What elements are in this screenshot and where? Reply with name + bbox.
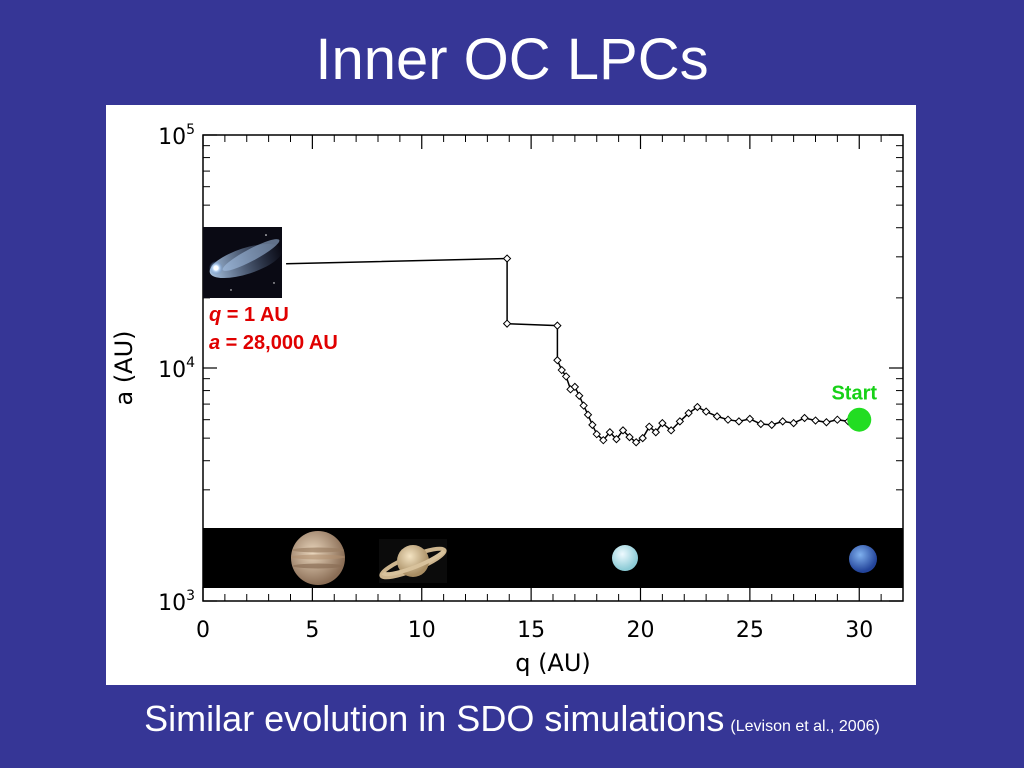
data-point	[612, 434, 621, 444]
data-point	[666, 426, 676, 435]
data-point	[822, 418, 831, 427]
data-point	[618, 426, 628, 435]
start-marker	[847, 407, 872, 432]
chart: 0 5 10 15 20 25 30 103 104 105	[110, 122, 904, 677]
series-line	[286, 257, 860, 444]
data-point	[658, 418, 667, 428]
axis-ticks: 0 5 10 15 20 25 30 103 104 105	[158, 122, 903, 643]
data-point	[631, 438, 641, 447]
data-point	[651, 428, 661, 437]
data-point	[502, 254, 512, 263]
y-tick-label: 104	[158, 355, 195, 383]
data-point	[693, 402, 702, 412]
data-point	[561, 372, 571, 381]
q-annotation: q = 1 AU	[209, 304, 289, 326]
data-point	[734, 417, 744, 426]
slide-title: Inner OC LPCs	[315, 27, 709, 92]
comet-image	[203, 227, 283, 298]
y-tick-label: 103	[158, 588, 195, 616]
x-tick-label: 5	[305, 618, 319, 643]
data-point	[557, 365, 566, 375]
data-point	[605, 428, 615, 437]
data-point	[811, 416, 820, 425]
data-point	[583, 410, 593, 419]
y-axis-label: a (AU)	[110, 330, 138, 405]
data-point	[778, 417, 787, 426]
a-annotation: a = 28,000 AU	[209, 332, 338, 354]
data-point	[701, 407, 711, 416]
data-point	[553, 321, 562, 330]
footer-citation: (Levison et al., 2006)	[730, 718, 880, 735]
planet-strip	[203, 528, 903, 588]
data-point	[645, 422, 654, 431]
y-tick-label: 105	[158, 122, 195, 150]
data-point	[579, 401, 588, 410]
footer-main-text: Similar evolution in SDO simulations	[144, 698, 725, 739]
data-point	[588, 420, 597, 430]
x-tick-label: 30	[845, 618, 873, 643]
x-tick-label: 0	[196, 618, 210, 643]
saturn-image	[379, 539, 447, 583]
data-point	[745, 414, 755, 424]
data-point	[553, 356, 562, 365]
start-label: Start	[831, 383, 877, 405]
data-point	[789, 418, 798, 428]
x-tick-label: 25	[736, 618, 764, 643]
data-point	[625, 432, 634, 442]
data-point	[502, 319, 512, 328]
x-axis-label: q (AU)	[515, 649, 591, 677]
data-point	[575, 391, 584, 400]
data-point	[638, 433, 647, 443]
data-point	[767, 420, 776, 430]
data-point	[756, 419, 766, 429]
data-point	[712, 412, 722, 421]
data-point	[570, 382, 580, 392]
data-point	[684, 408, 693, 418]
data-point	[833, 415, 842, 424]
data-point	[592, 429, 601, 439]
uranus-image	[612, 545, 638, 571]
data-point	[723, 415, 733, 424]
plot-panel: 0 5 10 15 20 25 30 103 104 105	[106, 105, 916, 685]
data-point	[599, 435, 608, 445]
data-point	[800, 413, 809, 423]
neptune-image	[849, 545, 877, 573]
x-tick-label: 20	[627, 618, 655, 643]
jupiter-image	[291, 531, 345, 585]
data-point	[675, 417, 685, 426]
x-tick-label: 10	[408, 618, 436, 643]
footer: Similar evolution in SDO simulations (Lev…	[0, 698, 1024, 740]
x-tick-label: 15	[517, 618, 545, 643]
